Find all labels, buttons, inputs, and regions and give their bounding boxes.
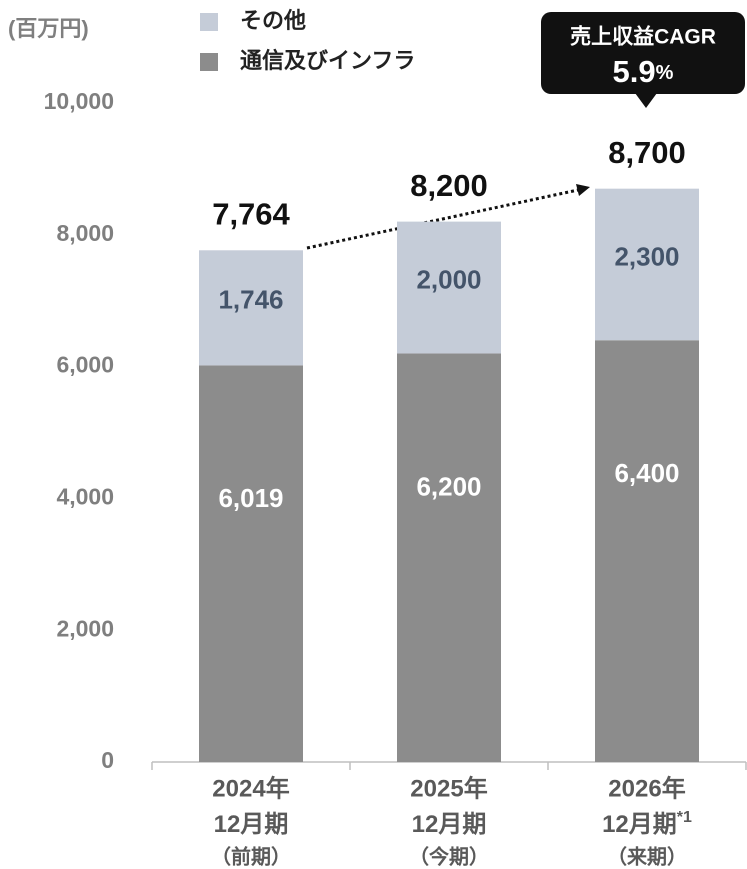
- y-tick-label: 2,000: [56, 615, 114, 641]
- bar-segment: [199, 250, 303, 366]
- x-label-sub: （今期）: [409, 844, 489, 868]
- y-tick-label: 4,000: [56, 483, 114, 509]
- callout-pointer: [635, 93, 657, 108]
- bar-segment: [397, 221, 501, 354]
- bar-segment: [199, 365, 303, 762]
- value-label: 6,400: [614, 458, 679, 488]
- unit-label: (百万円): [8, 16, 89, 41]
- x-label-period: 12月期: [412, 811, 487, 838]
- value-label: 6,019: [218, 483, 283, 513]
- arrow-head: [576, 184, 590, 196]
- value-label: 2,300: [614, 241, 679, 271]
- legend-swatch: [200, 53, 218, 71]
- x-label-period: 12月期*1: [602, 809, 692, 838]
- callout-box: [541, 12, 745, 94]
- bar-segment: [595, 188, 699, 341]
- legend-label: その他: [240, 8, 306, 33]
- period-text: 12月期: [412, 811, 487, 838]
- legend-label: 通信及びインフラ: [240, 48, 415, 73]
- cagr-unit: %: [656, 62, 674, 84]
- legend-swatch: [200, 13, 218, 31]
- total-label: 8,200: [410, 168, 488, 203]
- x-label-sub: （前期）: [211, 844, 291, 868]
- value-label: 6,200: [416, 471, 481, 501]
- cagr-number: 5.9: [613, 54, 656, 89]
- y-tick-label: 0: [101, 747, 114, 773]
- footnote-mark: *1: [677, 809, 692, 826]
- total-label: 7,764: [212, 197, 290, 232]
- x-label-year: 2026年: [608, 774, 685, 802]
- bar-segment: [595, 340, 699, 762]
- period-text: 12月期: [602, 811, 677, 838]
- cagr-callout: 売上収益CAGR 5.9%: [541, 12, 745, 108]
- y-tick-label: 8,000: [56, 220, 114, 246]
- trend-arrow: [306, 188, 579, 250]
- bar-segment: [397, 353, 501, 762]
- x-label-year: 2024年: [212, 774, 289, 802]
- total-label: 8,700: [608, 135, 686, 170]
- y-tick-label: 6,000: [56, 352, 114, 378]
- x-label-year: 2025年: [410, 774, 487, 802]
- value-label: 2,000: [416, 264, 481, 294]
- value-label: 1,746: [218, 285, 283, 315]
- cagr-value: 5.9%: [613, 54, 674, 89]
- x-label-period: 12月期: [214, 811, 289, 838]
- y-tick-label: 10,000: [44, 88, 114, 114]
- period-text: 12月期: [214, 811, 289, 838]
- cagr-title: 売上収益CAGR: [570, 25, 716, 49]
- x-label-sub: （来期）: [607, 844, 687, 868]
